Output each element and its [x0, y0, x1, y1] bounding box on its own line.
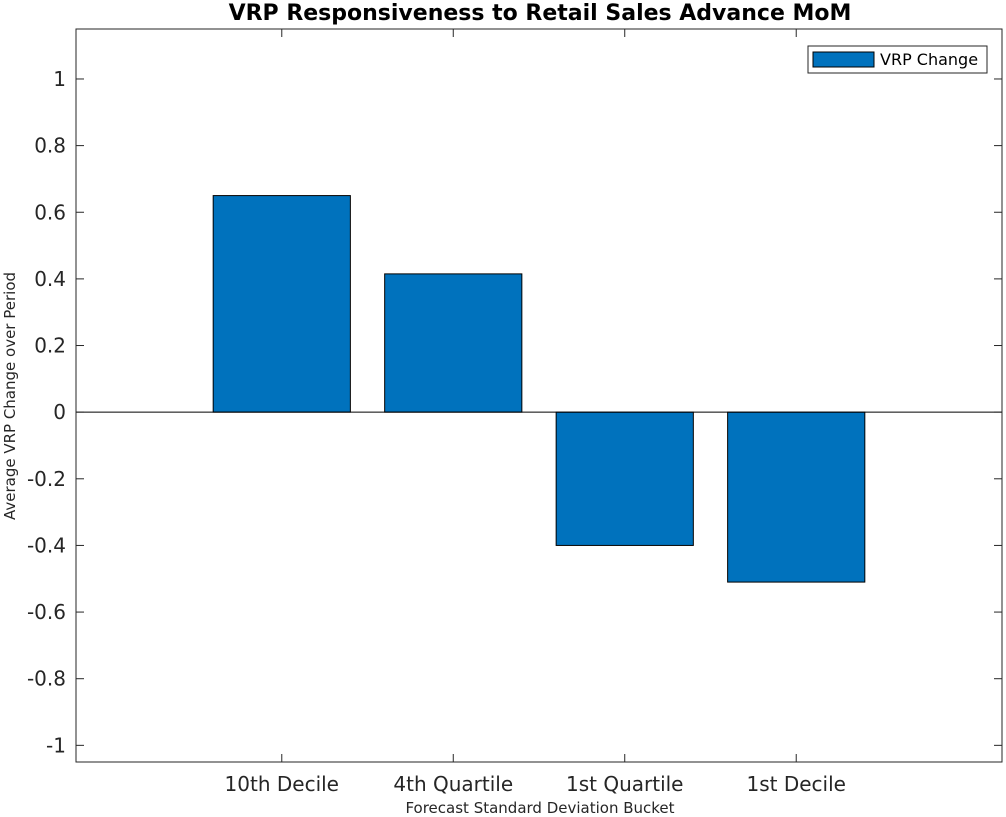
- bar-10th-decile: [212, 195, 351, 413]
- chart-title: VRP Responsiveness to Retail Sales Advan…: [229, 1, 852, 26]
- x-tick-label: 1st Decile: [746, 772, 845, 796]
- y-tick-label: 0.8: [34, 134, 66, 158]
- y-tick-label: -0.8: [27, 667, 66, 691]
- x-tick-label: 10th Decile: [225, 772, 339, 796]
- y-tick-label: -0.4: [27, 533, 66, 557]
- x-axis-ticks: 10th Decile 4th Quartile 1st Quartile 1st D…: [225, 29, 846, 796]
- y-tick-label: 0: [53, 400, 66, 424]
- x-tick-label: 1st Quartile: [566, 772, 684, 796]
- y-axis-ticks: -1 -0.8 -0.6 -0.4 -0.2 0 0.2 0.4 0.6 0.8 1: [27, 67, 1002, 757]
- legend-label-vrp-change: VRP Change: [880, 50, 978, 69]
- y-tick-label: 0.4: [34, 267, 66, 291]
- bar-1st-decile: [727, 411, 866, 583]
- y-tick-label: -0.6: [27, 600, 66, 624]
- bar-1st-quartile: [555, 411, 694, 546]
- legend-swatch: [812, 51, 875, 68]
- bars-group: [212, 195, 866, 583]
- y-tick-label: 0.6: [34, 200, 66, 224]
- y-axis-label: Average VRP Change over Period: [1, 272, 19, 520]
- x-axis-label: Forecast Standard Deviation Bucket: [405, 799, 674, 817]
- plot-area: -1 -0.8 -0.6 -0.4 -0.2 0 0.2 0.4 0.6 0.8 1 10th De…: [27, 28, 1003, 796]
- bar-4th-quartile: [384, 273, 523, 413]
- axes-box: [75, 28, 1003, 763]
- y-tick-label: -0.2: [27, 467, 66, 491]
- y-tick-label: -1: [46, 733, 66, 757]
- x-tick-label: 4th Quartile: [393, 772, 513, 796]
- y-tick-label: 1: [53, 67, 66, 91]
- y-tick-label: 0.2: [34, 334, 66, 358]
- legend: VRP Change: [807, 45, 988, 74]
